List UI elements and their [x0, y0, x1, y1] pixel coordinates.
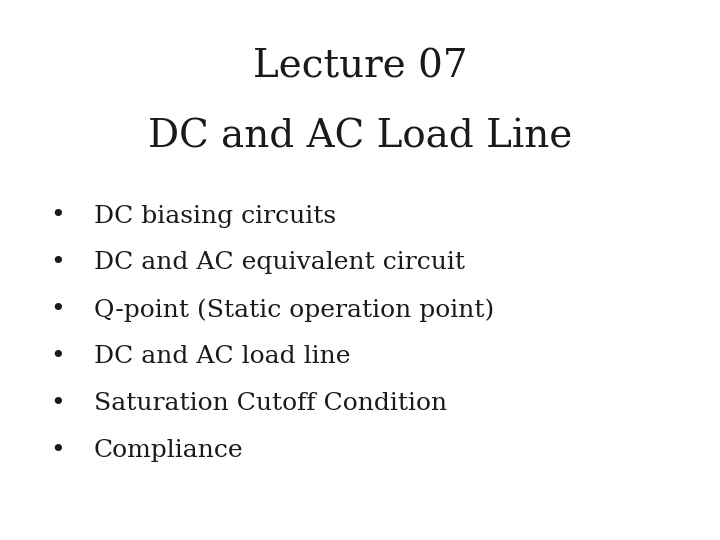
Text: •: •: [50, 205, 65, 227]
Text: DC and AC Load Line: DC and AC Load Line: [148, 119, 572, 156]
Text: DC and AC equivalent circuit: DC and AC equivalent circuit: [94, 252, 464, 274]
Text: •: •: [50, 299, 65, 321]
Text: Lecture 07: Lecture 07: [253, 49, 467, 86]
Text: •: •: [50, 252, 65, 274]
Text: DC and AC load line: DC and AC load line: [94, 346, 350, 368]
Text: •: •: [50, 346, 65, 368]
Text: Compliance: Compliance: [94, 440, 243, 462]
Text: Saturation Cutoff Condition: Saturation Cutoff Condition: [94, 393, 446, 415]
Text: •: •: [50, 440, 65, 462]
Text: Q-point (Static operation point): Q-point (Static operation point): [94, 298, 494, 322]
Text: •: •: [50, 393, 65, 415]
Text: DC biasing circuits: DC biasing circuits: [94, 205, 336, 227]
